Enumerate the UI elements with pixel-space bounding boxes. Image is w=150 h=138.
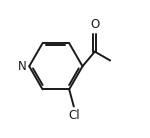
Text: N: N: [18, 60, 27, 73]
Text: Cl: Cl: [69, 109, 80, 122]
Text: O: O: [90, 18, 99, 31]
